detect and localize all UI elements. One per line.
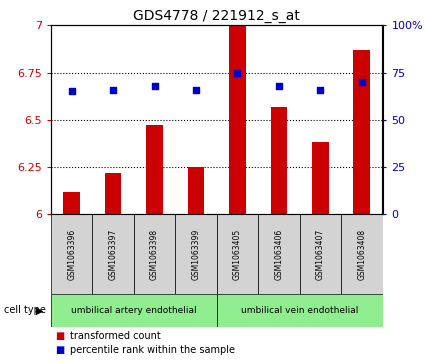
- Bar: [105, 173, 122, 214]
- Bar: [134, 214, 175, 294]
- Bar: [188, 167, 204, 214]
- Bar: [341, 214, 382, 294]
- Bar: [217, 214, 258, 294]
- Text: transformed count: transformed count: [70, 331, 161, 341]
- Bar: [312, 142, 329, 214]
- Point: [151, 83, 158, 89]
- Bar: [271, 107, 287, 214]
- Text: ■: ■: [55, 345, 65, 355]
- Point: [358, 79, 365, 85]
- Bar: [63, 192, 80, 214]
- Text: ▶: ▶: [36, 305, 44, 315]
- Bar: [354, 50, 370, 214]
- Point: [317, 87, 324, 93]
- Bar: [51, 294, 217, 327]
- Bar: [175, 214, 217, 294]
- Text: percentile rank within the sample: percentile rank within the sample: [70, 345, 235, 355]
- Text: GSM1063399: GSM1063399: [192, 228, 201, 280]
- Point: [110, 87, 116, 93]
- Bar: [258, 214, 300, 294]
- Text: GSM1063398: GSM1063398: [150, 229, 159, 280]
- Bar: [229, 25, 246, 214]
- Point: [275, 83, 282, 89]
- Text: GSM1063405: GSM1063405: [233, 228, 242, 280]
- Text: GSM1063407: GSM1063407: [316, 228, 325, 280]
- Point: [68, 89, 75, 94]
- Text: ■: ■: [55, 331, 65, 341]
- Title: GDS4778 / 221912_s_at: GDS4778 / 221912_s_at: [133, 9, 300, 23]
- Text: GSM1063406: GSM1063406: [275, 228, 283, 280]
- Bar: [217, 294, 382, 327]
- Text: umbilical vein endothelial: umbilical vein endothelial: [241, 306, 358, 315]
- Bar: [92, 214, 134, 294]
- Bar: [300, 214, 341, 294]
- Text: GSM1063408: GSM1063408: [357, 229, 366, 280]
- Point: [193, 87, 199, 93]
- Bar: [51, 214, 92, 294]
- Text: umbilical artery endothelial: umbilical artery endothelial: [71, 306, 197, 315]
- Bar: [146, 126, 163, 214]
- Text: cell type: cell type: [4, 305, 46, 315]
- Text: GSM1063397: GSM1063397: [109, 228, 118, 280]
- Text: GSM1063396: GSM1063396: [67, 228, 76, 280]
- Point: [234, 70, 241, 76]
